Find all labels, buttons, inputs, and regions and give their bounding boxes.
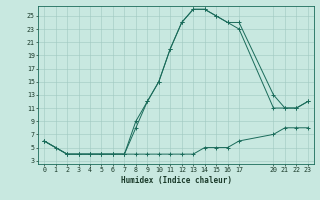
X-axis label: Humidex (Indice chaleur): Humidex (Indice chaleur)	[121, 176, 231, 185]
